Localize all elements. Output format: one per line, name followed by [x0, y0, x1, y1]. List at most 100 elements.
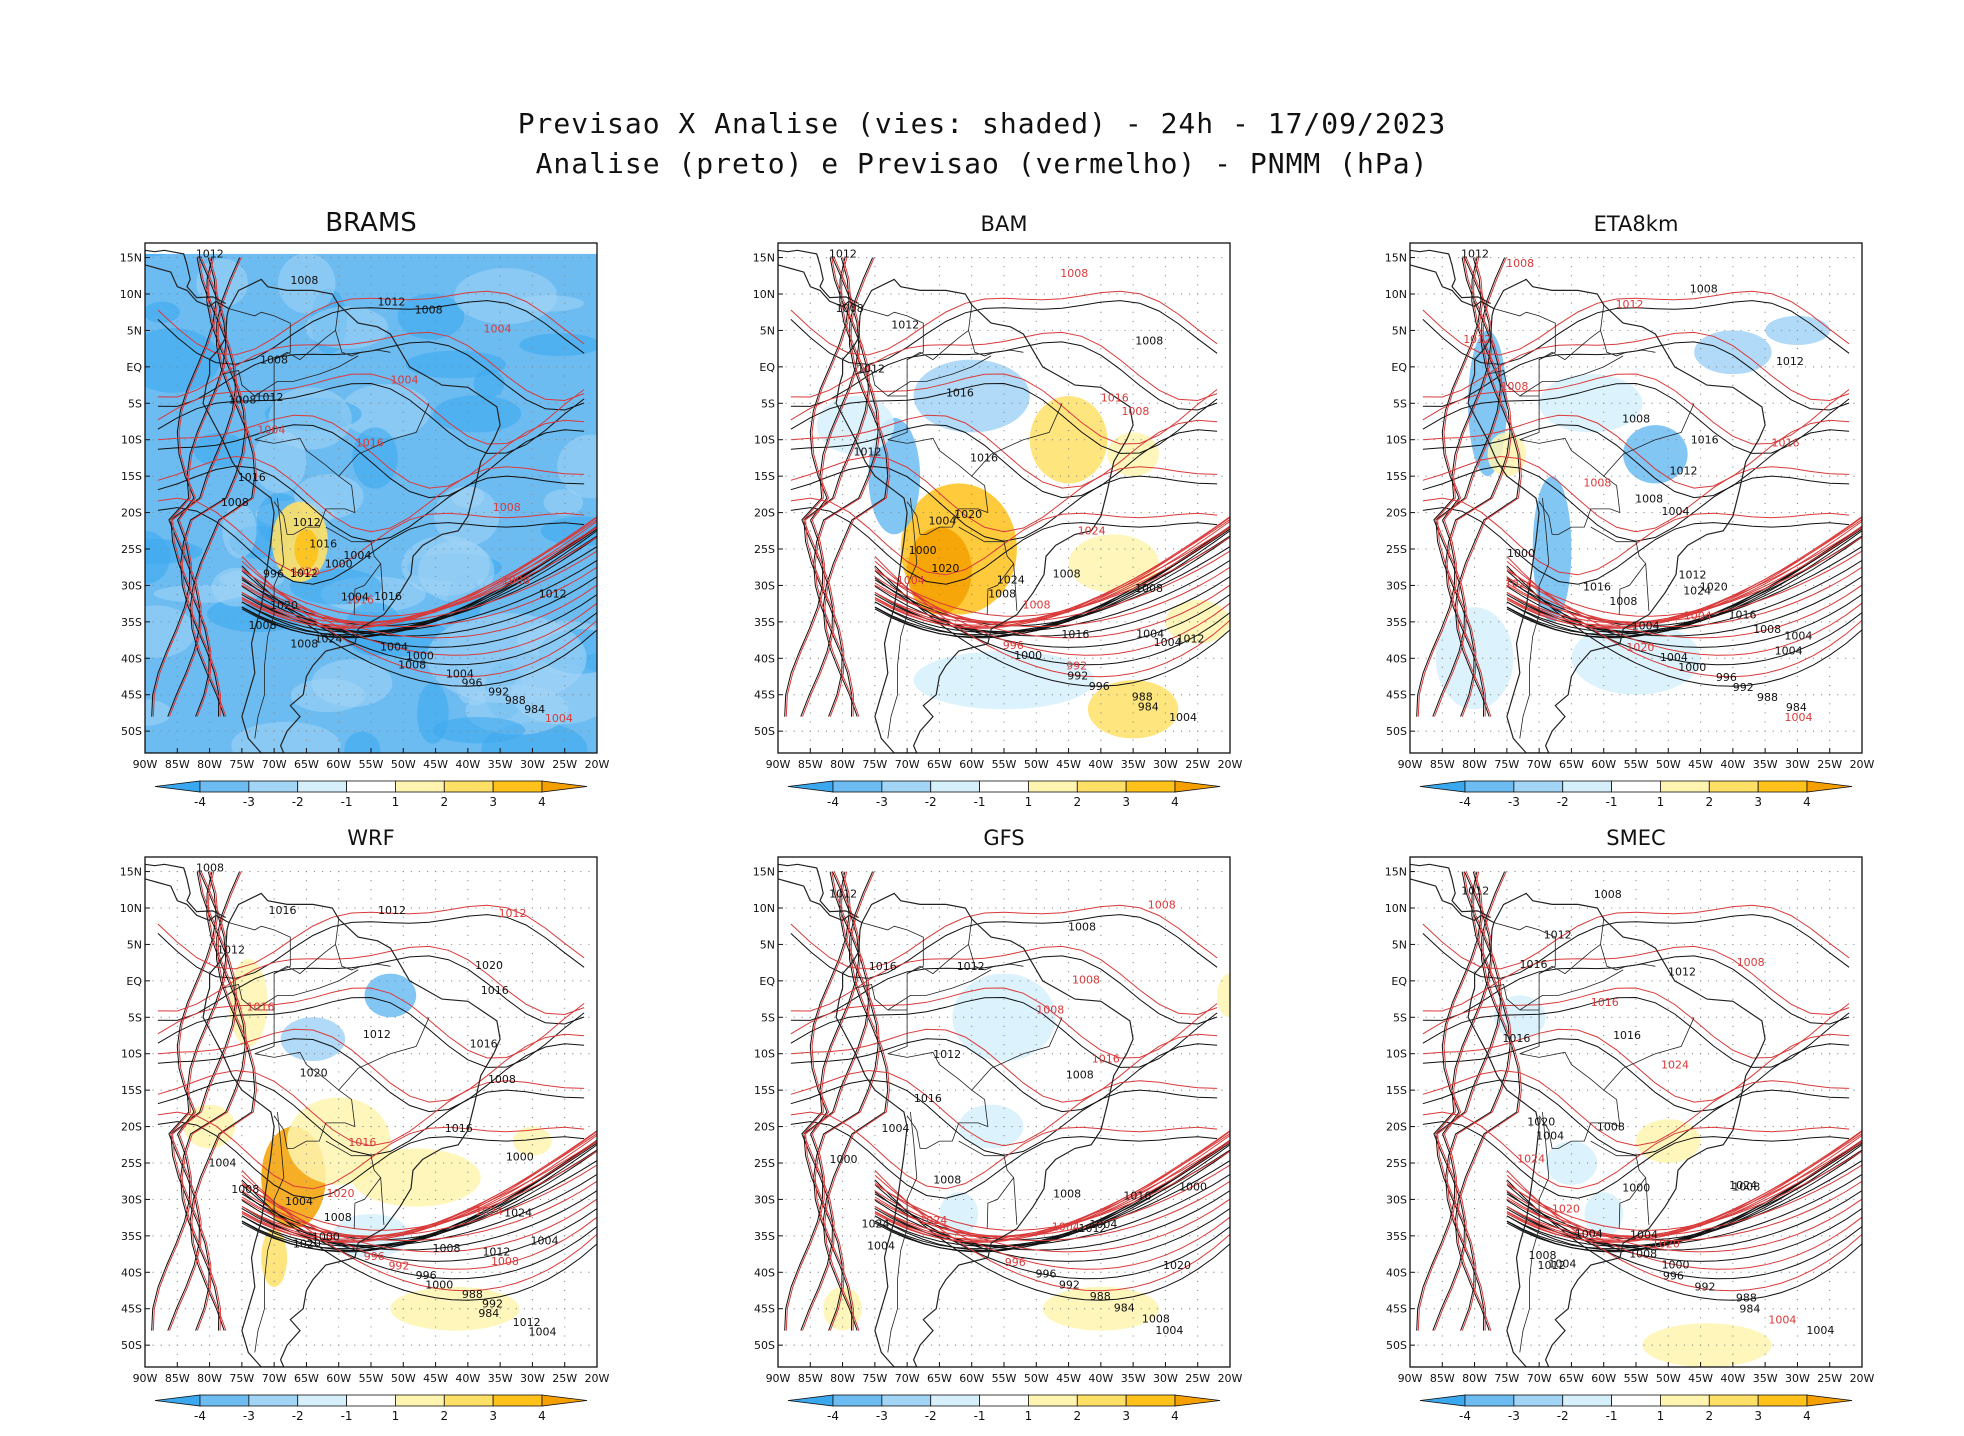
analysis-isobar — [241, 576, 597, 637]
lat-tick-label: 35S — [754, 1230, 775, 1243]
panel-eta8km: ETA8km1012100810081012101210121008100810… — [1385, 212, 1875, 809]
lat-tick-label: 35S — [1386, 1230, 1407, 1243]
contour-label: 1012 — [957, 960, 985, 973]
country-border — [968, 944, 1024, 971]
country-border — [254, 1111, 285, 1353]
lat-tick-label: EQ — [1391, 361, 1407, 374]
forecast-isobar — [874, 550, 1230, 623]
bias-shading-patch — [519, 333, 597, 357]
contour-label: 1016 — [481, 984, 509, 997]
analysis-isobar — [241, 1190, 597, 1251]
bias-shading-patch — [344, 731, 381, 753]
forecast-isobar — [1422, 290, 1850, 356]
contour-label: 1008 — [1690, 283, 1718, 296]
contour-label: 1016 — [445, 1122, 473, 1135]
bias-shading-patch — [433, 486, 500, 547]
lat-tick-label: 35S — [1386, 616, 1407, 629]
lon-tick-label: 55W — [1624, 1372, 1649, 1385]
contour-label: 1008 — [231, 1183, 259, 1196]
south-america-coast — [202, 892, 501, 1367]
country-border — [380, 563, 385, 611]
lat-tick-label: 50S — [754, 1339, 775, 1352]
country-border — [1538, 304, 1605, 361]
contour-label: 1000 — [425, 1278, 453, 1291]
country-border — [968, 330, 1024, 357]
central-america-coast — [778, 863, 863, 924]
contour-label: 1004 — [285, 1195, 313, 1208]
lon-tick-label: 80W — [197, 758, 222, 771]
lon-tick-label: 85W — [1430, 1372, 1455, 1385]
contour-label: 1004 — [1548, 1258, 1576, 1271]
colorbar-segment — [930, 1394, 980, 1407]
analysis-isobar — [813, 257, 879, 717]
colorbar-segment — [1611, 780, 1661, 793]
contour-label: 1016 — [1613, 1029, 1641, 1042]
country-border — [1538, 501, 1621, 535]
lon-tick-label: 90W — [766, 758, 791, 771]
contour-label: 1012 — [1463, 333, 1491, 346]
country-border — [887, 437, 989, 513]
contour-label: 988 — [1132, 690, 1153, 703]
lon-tick-label: 40W — [1088, 1372, 1113, 1385]
lon-tick-label: 40W — [1088, 758, 1113, 771]
country-border — [254, 437, 356, 513]
forecast-isobar — [1506, 1174, 1862, 1270]
forecast-isobar — [157, 290, 585, 356]
contour-label: 984 — [1786, 701, 1807, 714]
colorbar-label: 1 — [1025, 1409, 1033, 1423]
analysis-isobar — [1416, 871, 1482, 1331]
lat-tick-label: 5N — [1392, 938, 1407, 951]
contour-label: 1024 — [1729, 1179, 1757, 1192]
bias-shading-patch — [145, 605, 196, 658]
contour-label: 1004 — [928, 514, 956, 527]
south-america-coast — [835, 278, 1134, 753]
analysis-isobar — [1506, 1160, 1862, 1247]
lat-tick-label: 30S — [121, 1193, 142, 1206]
contour-label: 1004 — [1768, 1313, 1796, 1326]
colorbar: -4 -3 -2 -1 1 2 3 4 — [787, 780, 1221, 809]
panel-title: BRAMS — [325, 208, 417, 238]
forecast-isobar — [1506, 560, 1862, 656]
bias-shading-patch — [1636, 1119, 1701, 1163]
contour-label: 1004 — [881, 1122, 909, 1135]
forecast-isobar — [157, 497, 585, 576]
colorbar-low-arrow — [154, 780, 201, 793]
country-border — [1519, 437, 1621, 513]
colorbar-label: 3 — [1122, 795, 1130, 809]
lon-tick-label: 35W — [488, 758, 513, 771]
lon-tick-label: 90W — [133, 1372, 158, 1385]
colorbar-segment — [1513, 1394, 1564, 1407]
colorbar-label: -3 — [876, 1409, 888, 1423]
contour-label: 1004 — [483, 322, 511, 335]
lon-tick-label: 45W — [1688, 1372, 1713, 1385]
contour-label: 1012 — [196, 248, 224, 261]
bias-shading-patch — [1493, 995, 1546, 1040]
colorbar-segment — [199, 1394, 250, 1407]
contour-label: 1024 — [504, 1207, 532, 1220]
contour-label: 1016 — [869, 960, 897, 973]
forecast-isobar — [874, 1150, 1230, 1238]
lon-tick-label: 25W — [1817, 1372, 1842, 1385]
country-border — [325, 1140, 382, 1229]
lon-tick-label: 30W — [1153, 758, 1178, 771]
forecast-isobar — [191, 871, 257, 1331]
analysis-isobar — [813, 871, 879, 1331]
contour-label: 1012 — [378, 904, 406, 917]
forecast-isobar — [824, 257, 890, 717]
contour-label: 1012 — [513, 1316, 541, 1329]
panel-title: SMEC — [1606, 826, 1665, 850]
lon-tick-label: 50W — [391, 758, 416, 771]
contour-label: 992 — [388, 1260, 409, 1273]
lat-tick-label: 5S — [761, 397, 775, 410]
lat-tick-label: 10S — [121, 1048, 142, 1061]
colorbar-high-arrow — [1174, 780, 1221, 793]
lon-tick-label: 90W — [1398, 758, 1423, 771]
country-border — [338, 1017, 430, 1091]
colorbar-label: 1 — [1657, 795, 1665, 809]
forecast-isobar — [241, 1150, 597, 1238]
analysis-isobar — [874, 1190, 1230, 1251]
forecast-isobar — [1506, 526, 1862, 626]
lon-tick-label: 75W — [229, 1372, 254, 1385]
colorbar-label: 1 — [1025, 795, 1033, 809]
